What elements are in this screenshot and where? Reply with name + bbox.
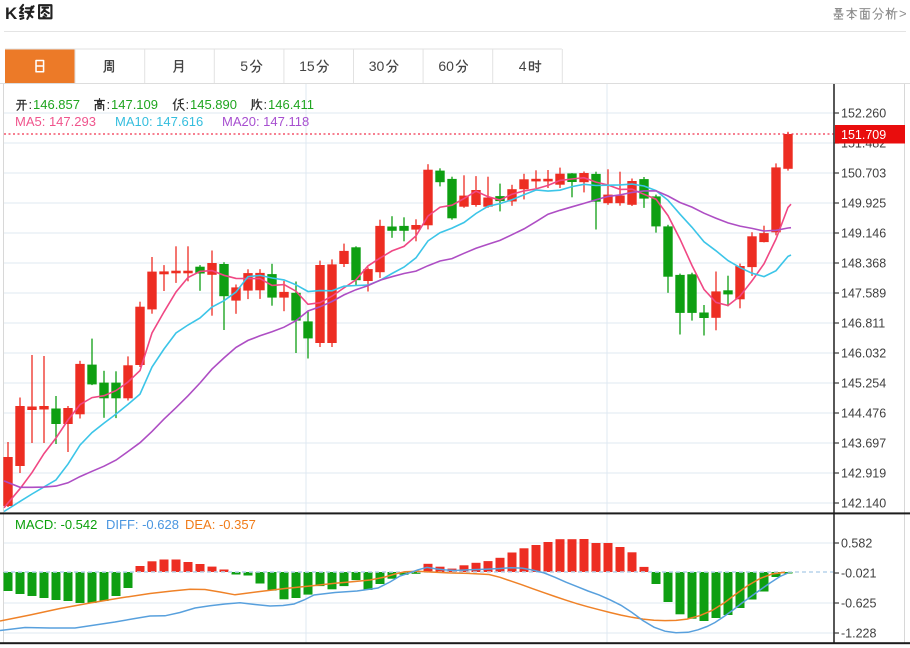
svg-text:-1.228: -1.228: [841, 626, 876, 640]
svg-text::: :: [264, 97, 268, 112]
svg-text:60: 60: [438, 58, 454, 74]
svg-text:146.411: 146.411: [268, 97, 314, 112]
svg-text:145.254: 145.254: [841, 376, 886, 390]
svg-text:-0.021: -0.021: [841, 566, 876, 580]
svg-text::: :: [186, 97, 190, 112]
svg-text:146.811: 146.811: [841, 316, 885, 330]
svg-text:0.582: 0.582: [841, 536, 872, 550]
svg-text:DIFF: -0.628: DIFF: -0.628: [106, 517, 179, 532]
svg-text:142.919: 142.919: [841, 466, 886, 480]
svg-text:-0.625: -0.625: [841, 596, 876, 610]
svg-text:149.146: 149.146: [841, 226, 886, 240]
svg-text:148.368: 148.368: [841, 256, 886, 270]
svg-text:MA5: 147.293: MA5: 147.293: [15, 114, 96, 129]
svg-text::: :: [29, 97, 33, 112]
svg-text:144.476: 144.476: [841, 406, 886, 420]
svg-text:MA10: 147.616: MA10: 147.616: [115, 114, 203, 129]
svg-text:MA20: 147.118: MA20: 147.118: [222, 114, 309, 129]
svg-text:149.925: 149.925: [841, 196, 886, 210]
svg-text:145.890: 145.890: [190, 97, 237, 112]
svg-text:152.260: 152.260: [841, 106, 886, 120]
svg-text:K: K: [5, 4, 18, 23]
svg-text:5: 5: [240, 58, 248, 74]
svg-text:DEA: -0.357: DEA: -0.357: [185, 517, 256, 532]
svg-text:151.709: 151.709: [841, 128, 886, 142]
svg-text:147.109: 147.109: [111, 97, 158, 112]
svg-text:15: 15: [299, 58, 315, 74]
svg-text:146.857: 146.857: [33, 97, 80, 112]
svg-text:4: 4: [519, 58, 527, 74]
svg-text:147.589: 147.589: [841, 286, 886, 300]
svg-text:146.032: 146.032: [841, 346, 886, 360]
svg-text::: :: [107, 97, 111, 112]
svg-text:143.697: 143.697: [841, 436, 886, 450]
svg-text:142.140: 142.140: [841, 496, 886, 510]
svg-text:>: >: [899, 6, 907, 21]
svg-text:30: 30: [369, 58, 385, 74]
svg-text:150.703: 150.703: [841, 166, 886, 180]
svg-text:MACD: -0.542: MACD: -0.542: [15, 517, 97, 532]
